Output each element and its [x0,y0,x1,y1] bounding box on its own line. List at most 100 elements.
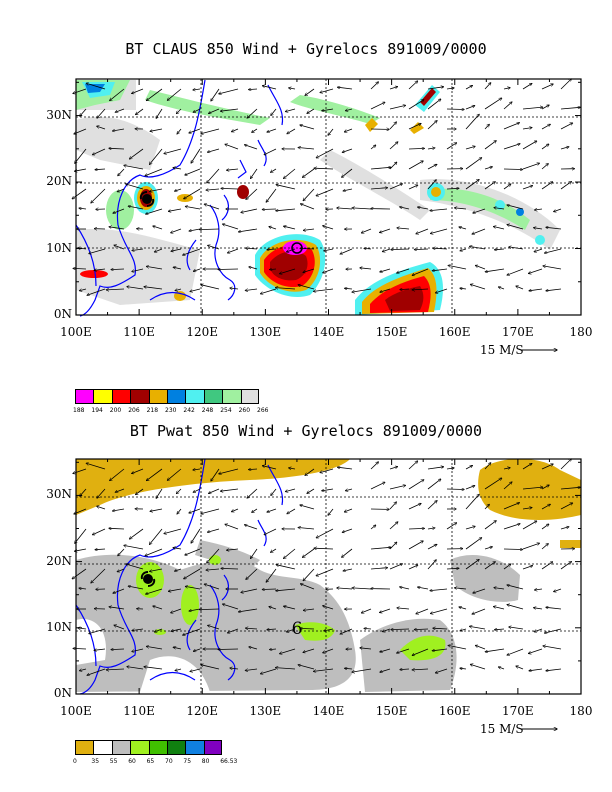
colorbar-swatch [111,389,131,404]
wind-vector [494,588,505,589]
wind-vector [503,169,523,170]
wind-vector [342,528,353,532]
wind-vector [516,286,524,290]
wind-vector [176,108,182,114]
wind-vector [397,268,410,273]
colorbar-label: 206 [128,407,140,414]
wind-vector [352,208,372,209]
wind-vector [191,148,201,163]
wind-vector [522,186,533,190]
colorbar-label: 80 [201,758,210,765]
wind-vector [370,167,391,170]
wind-vector [427,87,444,90]
wind-vector [346,109,353,111]
colorbar-swatch [130,740,149,755]
wind-vector [225,144,239,150]
panel2-tick-marks [75,459,582,695]
wind-vector [271,548,277,552]
wind-vector [408,81,418,90]
colorbar-swatch [93,740,112,755]
wind-vector [427,121,437,130]
wind-vector [271,108,277,116]
colorbar-label: 248 [201,407,214,414]
wind-vector [473,588,486,593]
colorbar-label: 254 [220,407,232,414]
wind-vector [73,648,87,649]
wind-vector [115,108,125,112]
wind-vector [246,248,258,249]
wind-vector [546,668,562,671]
wind-vector [389,502,396,510]
x-tick-label: 180 [569,704,593,718]
wind-vector [146,266,163,270]
wind-vector [484,141,496,150]
wind-vector [465,486,475,490]
wind-vector [245,145,258,150]
wind-vector [190,668,201,672]
wind-vector [154,248,163,252]
wind-vector [289,468,296,469]
wind-vector [175,188,182,191]
wind-vector [522,84,532,90]
wind-vector [427,528,435,529]
wind-vector [507,585,524,590]
wind-vector [189,128,201,133]
wind-vector [448,265,467,270]
wind-vector [408,528,424,529]
wind-vector [541,464,553,470]
y-tick-label: 10N [46,619,72,634]
wind-vector [370,547,391,550]
wind-vector [201,508,220,514]
wind-vector [80,108,87,116]
wind-vector [503,102,512,110]
wind-vector [145,548,163,556]
wind-vector [267,629,277,630]
wind-vector [328,128,334,135]
x-tick-label: 160E [438,325,471,339]
wind-vector [546,607,562,610]
wind-vector [97,506,106,510]
tropical-cyclone-icon [140,571,156,587]
wind-vector [303,268,315,272]
wind-vector [418,207,429,210]
wind-vector [269,227,277,230]
wind-vector [370,82,378,90]
wind-vector [251,168,258,178]
wind-vector [189,228,201,231]
wind-vector [249,647,258,650]
wind-vector [175,289,182,291]
wind-vector [360,268,372,269]
wind-vector [380,228,391,233]
wind-vector [435,288,448,293]
wind-vector [344,508,353,512]
wind-vector [227,169,239,170]
wind-vector [541,164,548,170]
wind-vector [189,508,201,513]
wind-vector [175,568,182,571]
wind-vector [232,508,239,512]
wind-vector [541,124,550,130]
wind-vector [414,629,429,630]
wind-vector [303,568,315,581]
colorbar-swatch [148,740,167,755]
wind-vector [380,268,391,272]
colorbar-label: 200 [109,407,122,414]
wind-vector [167,88,182,100]
wind-vector [516,666,524,670]
wind-vector [494,208,505,209]
wind-vector [168,588,182,591]
colorbar-swatch [111,740,131,755]
wind-vector [494,227,505,230]
x-tick-label: 120E [186,704,219,718]
panel2-gridlines [76,459,581,694]
wind-vector [465,466,472,470]
wind-vector [106,669,125,670]
gyre-number: 6 [292,619,303,639]
wind-vector [262,209,277,210]
wind-vector [391,629,410,630]
wind-vector [343,188,353,191]
colorbar-label: 60 [128,758,136,765]
wind-vector [541,105,549,110]
wind-vector [465,106,475,110]
wind-vector [185,548,201,555]
